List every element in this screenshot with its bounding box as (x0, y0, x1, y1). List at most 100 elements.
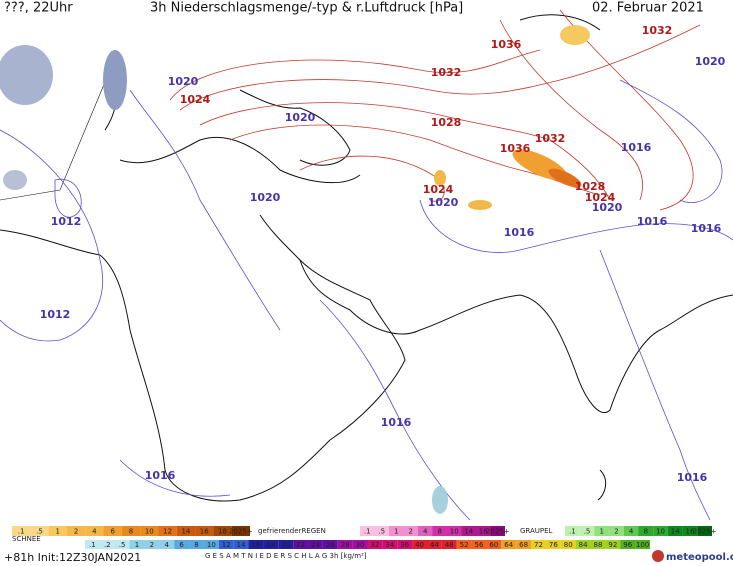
legend-cell-label: 2025+ (693, 528, 717, 536)
legend-cell-label: 14 (237, 541, 246, 549)
legend-cell-label: 26 (326, 541, 335, 549)
legend-cell-label: .5 (378, 528, 385, 536)
isobar-label: 1036 (500, 142, 531, 155)
legend-cell-label: 8 (644, 528, 648, 536)
legend-cell (121, 526, 141, 536)
legend-cell-label: 18 (218, 528, 227, 536)
legend-cell (476, 526, 491, 536)
legend-cell-label: 14 (181, 528, 190, 536)
legend-cell (412, 540, 427, 549)
legend-cell (174, 540, 190, 549)
isobar-label: 1028 (431, 116, 462, 129)
legend-cell (397, 540, 413, 549)
legend-cell-label: 12 (222, 541, 231, 549)
legend-cell-label: 10 (145, 528, 154, 536)
legend-cell-label: 6 (179, 541, 184, 549)
legend-cell (605, 540, 621, 549)
legend-cell (85, 526, 104, 536)
legend-cell (374, 526, 389, 536)
legend-cell-label: 22 (296, 541, 305, 549)
legend-cell (426, 540, 442, 549)
legend-cell (545, 540, 561, 549)
legend-cell (418, 526, 433, 536)
legend-cell (158, 526, 177, 536)
legend-cell-label: 10 (450, 528, 459, 536)
legend-cell-label: 14 (464, 528, 473, 536)
freezing-rain-label: gefrierenderREGEN (258, 527, 326, 535)
isobar-label: 1020 (285, 111, 316, 124)
legend-cell-label: 88 (593, 541, 602, 549)
legend-cell-label: 2 (409, 528, 413, 536)
isobar-label: 1016 (637, 215, 668, 228)
legend-cell-label: .1 (89, 541, 96, 549)
header-time: ???, 22Uhr (4, 1, 73, 16)
legend-cell (653, 526, 668, 536)
legend-cell-label: 96 (623, 541, 632, 549)
isobar-label: 1012 (40, 308, 71, 321)
legend-cell (516, 540, 532, 549)
coastlines (0, 14, 733, 502)
isobar-label: 1020 (428, 196, 459, 209)
legend-cell-label: 2 (74, 528, 78, 536)
legend-cell-label: 44 (430, 541, 439, 549)
legend-cell-label: 100 (636, 541, 649, 549)
legend-cell (403, 526, 418, 536)
brand-logo (652, 550, 664, 562)
legend-cell-label: 24 (311, 541, 320, 549)
legend-cell (638, 526, 654, 536)
legend-cell-label: 2 (150, 541, 154, 549)
legend-cell-label: 16 (200, 528, 209, 536)
legend-cell-label: 2025+ (486, 528, 510, 536)
legend-cell (278, 540, 294, 549)
legend-cell-label: 12 (163, 528, 172, 536)
legend-cell-label: 30 (356, 541, 365, 549)
legend-cell-label: 16 (252, 541, 261, 549)
isobar-label: 1020 (695, 55, 726, 68)
isobar-label: 1012 (51, 215, 82, 228)
legend-cell (12, 526, 31, 536)
legend-cell (620, 540, 636, 549)
legend-cell (308, 540, 323, 549)
legend-cell (594, 526, 610, 536)
legend-cell (159, 540, 175, 549)
legend-cell (352, 540, 368, 549)
isobar-label: 1016 (381, 416, 412, 429)
footer-brand: meteopool.org (666, 552, 733, 563)
legend-cell-label: 8 (194, 541, 198, 549)
isobar-label: 1016 (504, 226, 535, 239)
legend-cell (590, 540, 606, 549)
total-label: G E S A M T N I E D E R S C H L A G 3h [… (205, 552, 367, 560)
legend-cell (490, 526, 505, 536)
legend-cell (195, 526, 214, 536)
legend-cell-label: .5 (119, 541, 126, 549)
snow-label: SCHNEE (12, 535, 41, 543)
legend-cell (456, 540, 472, 549)
isobar-label: 1020 (168, 75, 199, 88)
legend-cell (367, 540, 383, 549)
legend-cell (30, 526, 49, 536)
header-title: 3h Niederschlagsmenge/-typ & r.Luftdruck… (150, 1, 463, 16)
legend-cell (432, 526, 447, 536)
legend-cell (635, 540, 650, 549)
legend-cell (263, 540, 279, 549)
legend-cell (293, 540, 309, 549)
legend-cell (144, 540, 160, 549)
legend-cell-label: 80 (564, 541, 573, 549)
legend-cell-label: 18 (266, 541, 275, 549)
legend-cell (623, 526, 639, 536)
legend-cell-label: 56 (475, 541, 484, 549)
isobar-label: 1024 (180, 93, 211, 106)
legend-cell (322, 540, 338, 549)
legend-cell-label: 4 (629, 528, 634, 536)
legend-cell (382, 540, 398, 549)
legend-cell (103, 526, 122, 536)
legend-cell (66, 526, 86, 536)
legend-cell-label: 68 (519, 541, 528, 549)
header-date: 02. Februar 2021 (592, 1, 704, 16)
legend-cell (99, 540, 115, 549)
legend-cell-label: 4 (165, 541, 170, 549)
legend-cell (48, 526, 67, 536)
legend-cell-label: 14 (671, 528, 680, 536)
legend-cell-label: 84 (579, 541, 588, 549)
